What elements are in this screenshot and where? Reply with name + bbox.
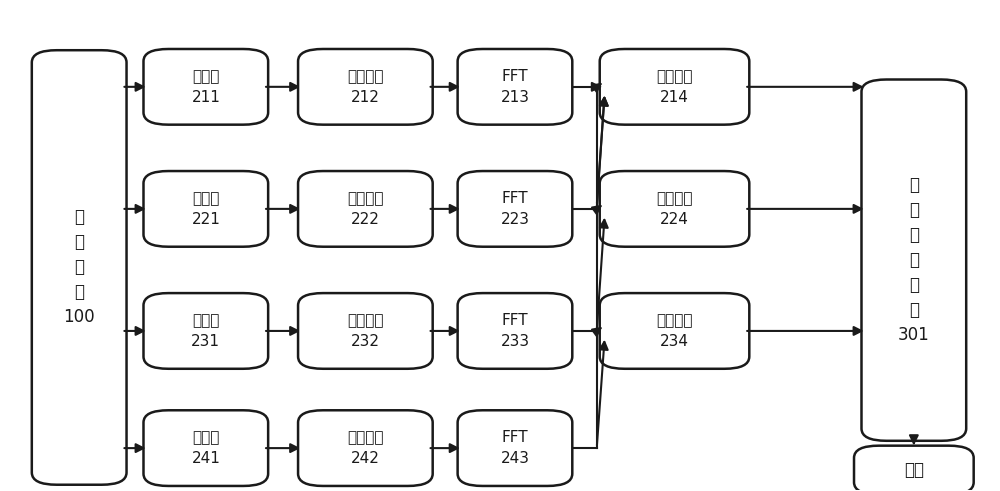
FancyBboxPatch shape — [143, 49, 268, 125]
Text: 模数转换
242: 模数转换 242 — [347, 430, 384, 466]
FancyBboxPatch shape — [458, 171, 572, 246]
FancyBboxPatch shape — [143, 171, 268, 246]
Text: FFT
223: FFT 223 — [500, 191, 529, 227]
Text: 光
学
部
分
100: 光 学 部 分 100 — [63, 209, 95, 327]
FancyBboxPatch shape — [143, 410, 268, 486]
Text: 模数转换
232: 模数转换 232 — [347, 313, 384, 349]
FancyBboxPatch shape — [458, 49, 572, 125]
Text: 加
权
叠
加
运
算
301: 加 权 叠 加 运 算 301 — [898, 176, 930, 344]
FancyBboxPatch shape — [298, 293, 433, 369]
FancyBboxPatch shape — [458, 293, 572, 369]
FancyBboxPatch shape — [600, 293, 749, 369]
Text: 滤波器
231: 滤波器 231 — [191, 313, 220, 349]
FancyBboxPatch shape — [600, 171, 749, 246]
FancyBboxPatch shape — [32, 50, 127, 485]
Text: FFT
233: FFT 233 — [500, 313, 530, 349]
FancyBboxPatch shape — [298, 49, 433, 125]
Text: 输出: 输出 — [904, 461, 924, 479]
Text: 模数转换
222: 模数转换 222 — [347, 191, 384, 227]
FancyBboxPatch shape — [600, 49, 749, 125]
Text: 滤波器
221: 滤波器 221 — [191, 191, 220, 227]
Text: 滤波器
241: 滤波器 241 — [191, 430, 220, 466]
Text: 位移计算
234: 位移计算 234 — [656, 313, 693, 349]
FancyBboxPatch shape — [861, 80, 966, 441]
Text: FFT
243: FFT 243 — [500, 430, 529, 466]
FancyBboxPatch shape — [143, 293, 268, 369]
Text: 模数转换
212: 模数转换 212 — [347, 69, 384, 105]
FancyBboxPatch shape — [298, 410, 433, 486]
FancyBboxPatch shape — [458, 410, 572, 486]
FancyBboxPatch shape — [854, 446, 974, 491]
FancyBboxPatch shape — [298, 171, 433, 246]
Text: 位移计算
214: 位移计算 214 — [656, 69, 693, 105]
Text: 滤波器
211: 滤波器 211 — [191, 69, 220, 105]
Text: 位移计算
224: 位移计算 224 — [656, 191, 693, 227]
Text: FFT
213: FFT 213 — [500, 69, 529, 105]
